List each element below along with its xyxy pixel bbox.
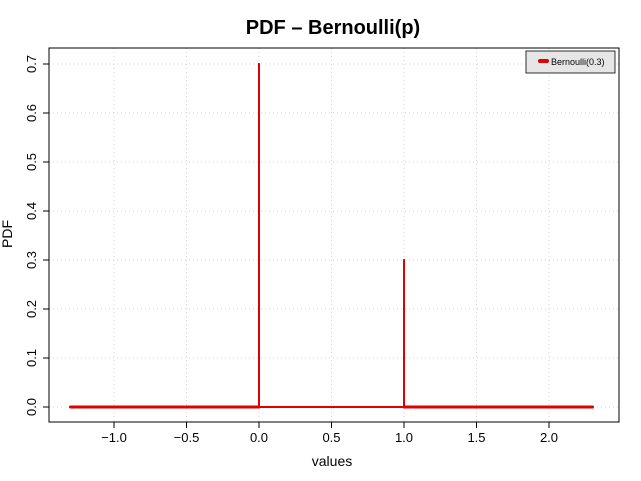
plot-frame: [48, 47, 620, 423]
x-tick-label: 1.0: [395, 430, 413, 445]
x-tick-label: 0.5: [322, 430, 340, 445]
y-tick-label: 0.0: [24, 398, 39, 416]
x-tick-label: 2.0: [540, 430, 558, 445]
legend-label: Bernoulli(0.3): [551, 57, 605, 67]
x-axis-label: values: [312, 453, 352, 469]
y-tick-label: 0.4: [24, 202, 39, 220]
chart-title: PDF – Bernoulli(p): [246, 17, 420, 39]
y-axis-label: PDF: [0, 220, 15, 248]
x-tick-label: −1.0: [101, 430, 127, 445]
legend-box: [525, 50, 616, 74]
y-tick-label: 0.7: [24, 55, 39, 73]
y-axis: 0.0 0.1 0.2 0.3 0.4 0.5 0.6 0.7: [24, 55, 49, 416]
y-tick-label: 0.2: [24, 300, 39, 318]
series-layer: [69, 63, 594, 409]
x-tick-label: −0.5: [174, 430, 200, 445]
x-axis: −1.0 −0.5 0.0 0.5 1.0 1.5 2.0: [101, 422, 558, 445]
y-tick-label: 0.6: [24, 104, 39, 122]
x-tick-label: 1.5: [467, 430, 485, 445]
y-tick-label: 0.5: [24, 153, 39, 171]
y-tick-label: 0.1: [24, 349, 39, 367]
x-tick-label: 0.0: [250, 430, 268, 445]
y-tick-label: 0.3: [24, 251, 39, 269]
legend: Bernoulli(0.3): [525, 50, 616, 74]
